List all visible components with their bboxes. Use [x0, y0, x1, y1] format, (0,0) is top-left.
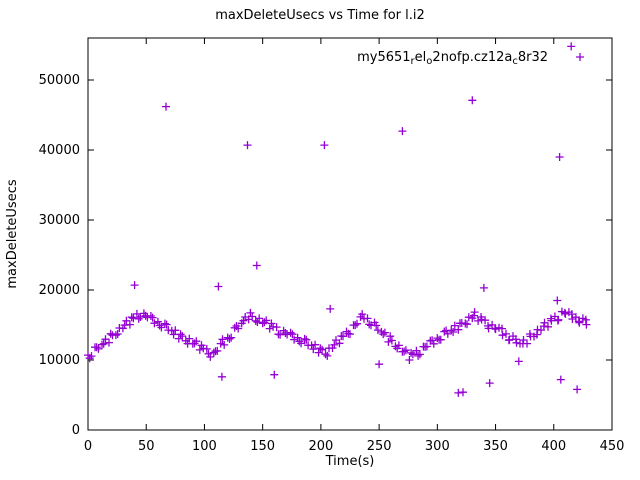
- x-axis-label: Time(s): [325, 454, 375, 469]
- legend: my5651relo2nofp.cz12ac8r32: [357, 50, 584, 67]
- x-tick-label: 50: [138, 439, 155, 454]
- y-axis-label: maxDeleteUsecs: [5, 179, 20, 288]
- chart-title: maxDeleteUsecs vs Time for l.i2: [215, 8, 425, 23]
- y-tick-label: 0: [72, 423, 80, 438]
- x-tick-label: 200: [308, 439, 333, 454]
- x-tick-label: 250: [367, 439, 392, 454]
- legend-label: my5651relo2nofp.cz12ac8r32: [357, 50, 548, 67]
- y-tick-label: 40000: [39, 143, 80, 158]
- legend-sample-marker-icon: [576, 53, 584, 61]
- y-tick-label: 50000: [39, 73, 80, 88]
- x-tick-label: 400: [541, 439, 566, 454]
- x-tick-label: 100: [192, 439, 217, 454]
- y-tick-label: 30000: [39, 213, 80, 228]
- x-tick-label: 450: [600, 439, 625, 454]
- x-tick-label: 0: [84, 439, 92, 454]
- x-tick-label: 300: [425, 439, 450, 454]
- scatter-points: [84, 42, 591, 397]
- y-tick-label: 10000: [39, 353, 80, 368]
- x-tick-label: 350: [483, 439, 508, 454]
- axis-ticks: 0 50 100 150 200 250 300 350 400 450 0 10000 20000 30…: [39, 38, 625, 454]
- x-tick-label: 150: [250, 439, 275, 454]
- plot-border: [87, 37, 613, 431]
- y-tick-label: 20000: [39, 283, 80, 298]
